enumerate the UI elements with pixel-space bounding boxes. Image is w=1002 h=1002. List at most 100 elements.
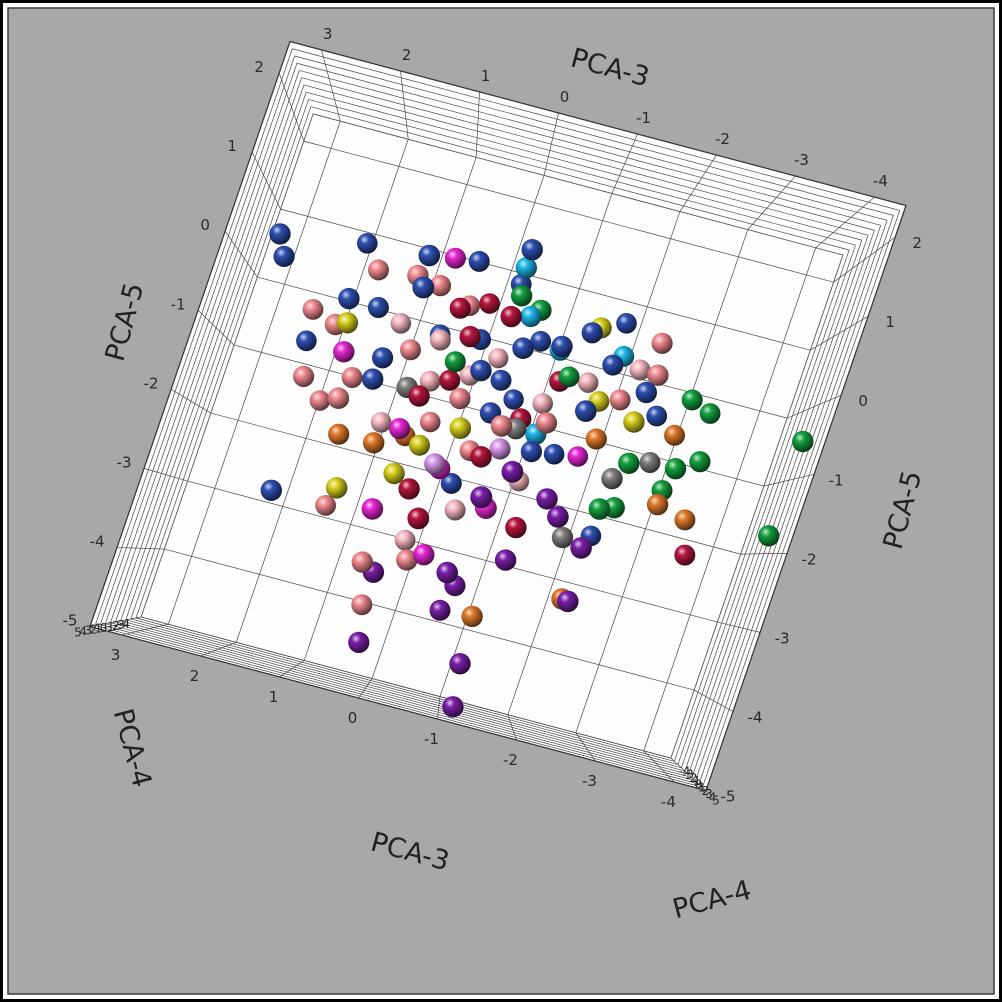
- grid-line: [303, 140, 834, 283]
- sphere: [532, 393, 553, 414]
- grid-line: [100, 624, 700, 785]
- grid-line: [110, 622, 693, 778]
- sphere: [470, 486, 493, 509]
- y-tick-label: -1: [689, 774, 701, 788]
- grid-line: [507, 211, 681, 715]
- sphere: [577, 372, 599, 393]
- grid-line: [296, 62, 888, 221]
- sphere: [792, 430, 814, 453]
- grid-line: [105, 623, 696, 782]
- sphere: [510, 285, 533, 307]
- sphere: [664, 424, 685, 446]
- sphere: [520, 305, 542, 328]
- sphere: [664, 458, 687, 480]
- sphere: [758, 525, 780, 547]
- x-tick-label: 3: [323, 25, 333, 43]
- z-tick-label: -1: [171, 295, 186, 313]
- grid-line: [677, 244, 856, 765]
- z-tick-label: -2: [802, 550, 817, 568]
- grid-line: [115, 621, 689, 775]
- sphere: [543, 443, 565, 465]
- grid-line: [695, 220, 888, 781]
- sphere: [429, 274, 452, 297]
- grid-line: [135, 617, 675, 762]
- z-tick-label: -2: [144, 374, 159, 392]
- y-tick-label: -1: [103, 620, 115, 634]
- y-tick-label: 1: [698, 781, 706, 795]
- grid-line: [674, 249, 850, 762]
- sphere: [646, 405, 668, 427]
- sphere: [470, 359, 492, 382]
- grid-line: [130, 99, 309, 620]
- y-tick-label: 0: [100, 621, 108, 635]
- points: [260, 223, 814, 718]
- sphere: [296, 330, 317, 352]
- grid-line: [310, 106, 850, 251]
- sphere: [315, 495, 336, 516]
- grid-line: [125, 619, 682, 769]
- x-tick-label: -2: [503, 751, 518, 769]
- grid-line: [135, 106, 312, 619]
- z-tick-label: 1: [227, 137, 237, 155]
- y-tick-label: -4: [118, 617, 130, 631]
- sphere: [412, 276, 435, 299]
- sphere: [444, 499, 466, 521]
- x-tick-label: 2: [190, 667, 200, 685]
- sphere: [368, 259, 389, 281]
- sphere: [367, 297, 389, 318]
- sphere: [557, 590, 579, 613]
- sphere: [338, 287, 360, 310]
- sphere: [699, 403, 721, 424]
- sphere: [400, 339, 421, 361]
- y-tick-label: 5: [74, 626, 82, 640]
- z-tick-label: 2: [254, 58, 264, 76]
- grid-line: [303, 157, 477, 661]
- x-tick-label: -4: [873, 172, 888, 190]
- sphere: [646, 493, 669, 516]
- sphere: [449, 388, 471, 410]
- grid-line: [115, 77, 302, 622]
- sphere: [536, 488, 558, 510]
- sphere: [551, 335, 573, 358]
- y-tick-label: 2: [702, 784, 710, 798]
- sphere: [407, 507, 430, 530]
- y-tick-label: 3: [84, 624, 92, 638]
- sphere: [341, 367, 363, 388]
- sphere: [520, 441, 543, 463]
- z-tick-label: 1: [885, 313, 895, 331]
- sphere: [394, 529, 416, 551]
- sphere: [588, 498, 611, 520]
- sphere: [489, 438, 511, 460]
- sphere: [418, 244, 441, 267]
- y-tick-label: -4: [678, 764, 690, 778]
- y-tick-label: -3: [113, 618, 125, 632]
- sphere: [370, 412, 392, 433]
- grid-line: [130, 618, 678, 765]
- grid-line: [210, 412, 741, 555]
- sphere: [635, 381, 657, 404]
- sphere: [260, 479, 282, 501]
- sphere: [328, 423, 350, 445]
- sphere: [547, 506, 569, 528]
- sphere: [409, 434, 430, 456]
- y-tick-label: 5: [712, 794, 720, 808]
- sphere: [269, 223, 291, 245]
- grid-line: [698, 215, 894, 785]
- grid-line: [303, 84, 869, 236]
- sphere: [459, 325, 481, 348]
- sphere: [442, 696, 464, 718]
- sphere: [336, 312, 359, 334]
- sphere: [449, 417, 472, 439]
- sphere: [639, 452, 661, 473]
- grid-line: [187, 480, 718, 623]
- grid-line: [280, 208, 811, 351]
- sphere: [449, 297, 471, 319]
- sphere: [449, 653, 471, 675]
- x-tick-label: -4: [661, 793, 676, 811]
- sphere: [461, 605, 483, 628]
- sphere: [558, 366, 580, 388]
- box-front-edge: [89, 40, 907, 792]
- sphere: [419, 411, 441, 433]
- box-wall: [90, 41, 314, 627]
